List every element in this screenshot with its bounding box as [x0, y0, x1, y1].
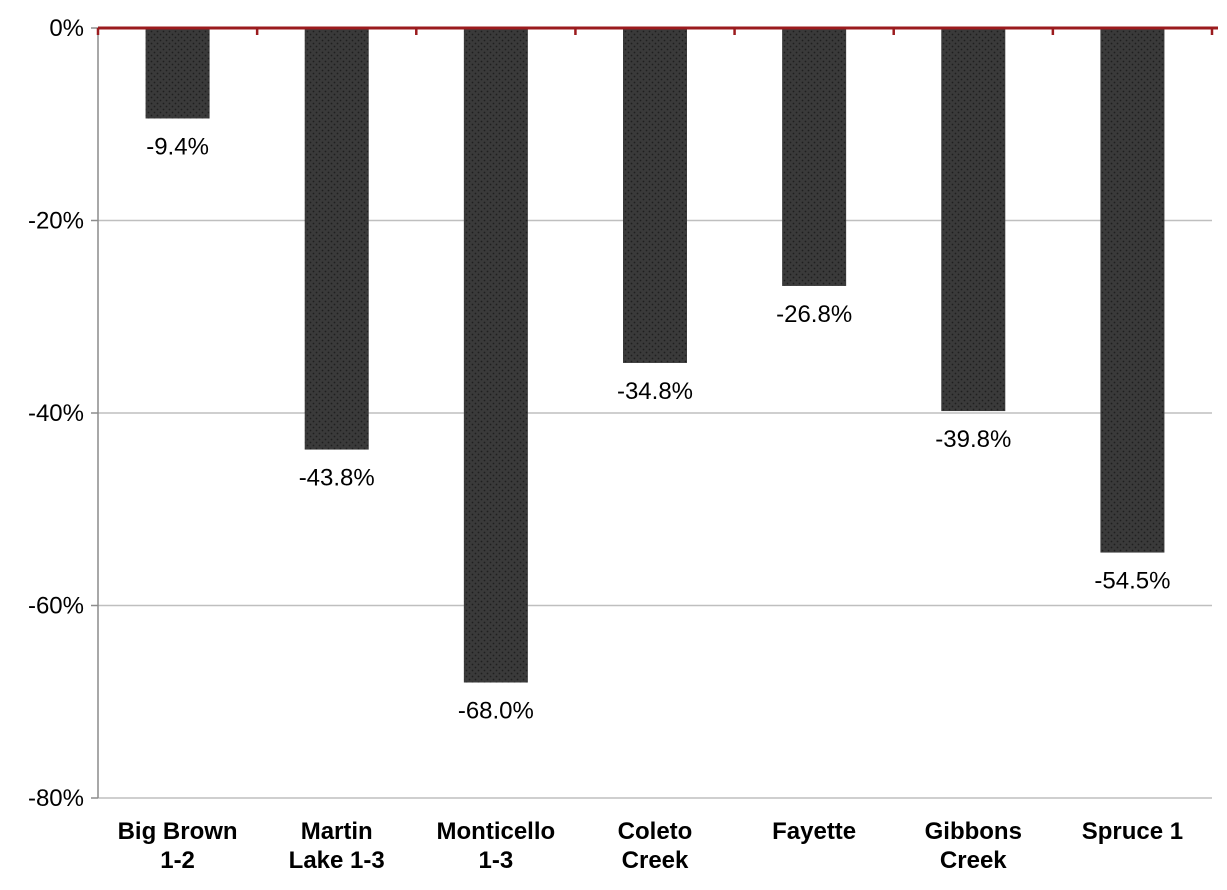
y-tick-label: -40% — [28, 400, 84, 427]
data-labels: -9.4% -43.8% -68.0% -34.8% -26.8% -39.8% -54.5… — [146, 133, 1170, 724]
y-tick-label: -80% — [28, 785, 84, 812]
data-label: -34.8% — [617, 378, 693, 405]
bar — [1100, 28, 1165, 553]
data-label: -68.0% — [458, 698, 534, 725]
data-label: -9.4% — [146, 133, 209, 160]
x-tick-label: Fayette — [772, 818, 856, 845]
y-tick-label: -20% — [28, 208, 84, 235]
data-label: -43.8% — [299, 465, 375, 492]
y-tick-labels: 0% -20% -40% -60% -80% — [28, 15, 84, 812]
y-tick-label: 0% — [49, 15, 84, 42]
axes — [91, 26, 1218, 799]
bar — [623, 28, 687, 363]
data-label: -54.5% — [1094, 568, 1170, 595]
x-tick-label: Big Brown 1-2 — [118, 818, 238, 874]
bar — [145, 28, 210, 119]
bar — [941, 28, 1006, 412]
x-tick-labels: Big Brown 1-2 Martin Lake 1-3 Monticello 1-3 C… — [118, 818, 1184, 874]
bars — [145, 28, 1165, 683]
x-tick-label: Martin Lake 1-3 — [289, 818, 385, 874]
x-tick-label: Monticello 1-3 — [437, 818, 556, 874]
data-label: -39.8% — [935, 426, 1011, 453]
x-tick-label: Gibbons Creek — [925, 818, 1022, 874]
bar — [463, 28, 528, 683]
x-tick-label: Spruce 1 — [1082, 818, 1183, 845]
bar — [304, 28, 369, 450]
data-label: -26.8% — [776, 301, 852, 328]
y-tick-label: -60% — [28, 593, 84, 620]
bar — [782, 28, 847, 286]
x-tick-label: Coleto Creek — [618, 818, 693, 874]
